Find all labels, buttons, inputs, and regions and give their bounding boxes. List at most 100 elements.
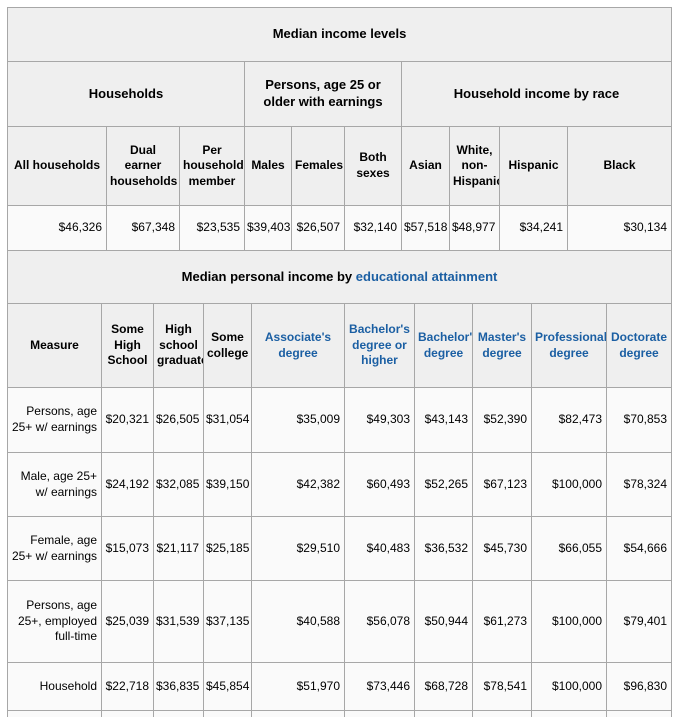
empty-cell bbox=[605, 710, 673, 717]
value-cell: $70,853 bbox=[605, 387, 673, 453]
col-header-per-household-member: Per household member bbox=[179, 126, 245, 206]
col-header-hispanic: Hispanic bbox=[499, 126, 568, 206]
value-cell: $34,241 bbox=[499, 205, 568, 251]
table1-title: Median income levels bbox=[6, 7, 673, 62]
value-cell: $82,473 bbox=[531, 387, 607, 453]
empty-cell bbox=[153, 710, 204, 717]
col-header-associates-degree: Associate's degree bbox=[251, 303, 345, 388]
value-cell: $42,382 bbox=[251, 452, 345, 517]
value-cell: $96,830 bbox=[605, 662, 673, 711]
value-cell: $15,073 bbox=[101, 516, 154, 581]
value-cell: $61,273 bbox=[472, 580, 532, 663]
table2-title-text: Median personal income by bbox=[181, 268, 356, 284]
value-cell: $73,446 bbox=[344, 662, 415, 711]
value-cell: $21,117 bbox=[153, 516, 204, 581]
value-cell: $24,192 bbox=[101, 452, 154, 517]
median-income-levels-table: Median income levels Households Persons,… bbox=[6, 7, 673, 251]
table2-title: Median personal income by educational at… bbox=[6, 250, 673, 304]
bachelors-degree-link[interactable]: Bachelor's degree bbox=[418, 329, 473, 360]
value-cell: $39,150 bbox=[203, 452, 252, 517]
associates-degree-link[interactable]: Associate's degree bbox=[264, 329, 332, 360]
value-cell: $48,977 bbox=[449, 205, 500, 251]
value-cell: $100,000 bbox=[531, 580, 607, 663]
row-label: Male, age 25+ w/ earnings bbox=[7, 452, 102, 517]
col-header-professional-degree: Professional degree bbox=[531, 303, 607, 388]
value-cell: $35,009 bbox=[251, 387, 345, 453]
value-cell: $52,390 bbox=[472, 387, 532, 453]
table-row-partial bbox=[7, 710, 673, 717]
table-row: $46,326 $67,348 $23,535 $39,403 $26,507 … bbox=[7, 205, 673, 251]
value-cell: $46,326 bbox=[7, 205, 107, 251]
row-label: Persons, age 25+, employed full-time bbox=[7, 580, 102, 663]
value-cell: $68,728 bbox=[414, 662, 473, 711]
value-cell: $100,000 bbox=[531, 452, 607, 517]
educational-attainment-link[interactable]: educational attainment bbox=[355, 268, 498, 284]
value-cell: $37,135 bbox=[203, 580, 252, 663]
value-cell: $66,055 bbox=[531, 516, 607, 581]
value-cell: $39,403 bbox=[244, 205, 292, 251]
value-cell: $78,324 bbox=[605, 452, 673, 517]
value-cell: $31,054 bbox=[203, 387, 252, 453]
col-header-females: Females bbox=[291, 126, 345, 206]
table-row: Male, age 25+ w/ earnings $24,192 $32,08… bbox=[7, 452, 673, 517]
col-header-bachelors-or-higher: Bachelor's degree or higher bbox=[344, 303, 415, 388]
value-cell: $40,483 bbox=[344, 516, 415, 581]
col-header-asian: Asian bbox=[401, 126, 450, 206]
value-cell: $25,185 bbox=[203, 516, 252, 581]
table-title-row: Median personal income by educational at… bbox=[6, 250, 673, 304]
row-label: Persons, age 25+ w/ earnings bbox=[7, 387, 102, 453]
table-row: Persons, age 25+, employed full-time $25… bbox=[7, 580, 673, 663]
column-header-row: All households Dual earner households Pe… bbox=[7, 126, 673, 206]
value-cell: $56,078 bbox=[344, 580, 415, 663]
value-cell: $60,493 bbox=[344, 452, 415, 517]
value-cell: $23,535 bbox=[179, 205, 245, 251]
col-header-bachelors-degree: Bachelor's degree bbox=[414, 303, 473, 388]
value-cell: $30,134 bbox=[566, 205, 673, 251]
empty-cell bbox=[203, 710, 252, 717]
col-header-black: Black bbox=[566, 126, 673, 206]
group-header-households: Households bbox=[7, 61, 245, 127]
value-cell: $67,348 bbox=[106, 205, 180, 251]
value-cell: $79,401 bbox=[605, 580, 673, 663]
empty-cell bbox=[531, 710, 607, 717]
col-header-males: Males bbox=[244, 126, 292, 206]
value-cell: $25,039 bbox=[101, 580, 154, 663]
value-cell: $49,303 bbox=[344, 387, 415, 453]
empty-cell bbox=[414, 710, 473, 717]
col-header-measure: Measure bbox=[7, 303, 102, 388]
value-cell: $78,541 bbox=[472, 662, 532, 711]
col-header-dual-earner-households: Dual earner households bbox=[106, 126, 180, 206]
bachelors-or-higher-link[interactable]: Bachelor's degree or higher bbox=[349, 322, 410, 368]
empty-cell bbox=[7, 710, 102, 717]
empty-cell bbox=[472, 710, 532, 717]
value-cell: $40,588 bbox=[251, 580, 345, 663]
income-by-education-table: Median personal income by educational at… bbox=[6, 250, 673, 717]
empty-cell bbox=[344, 710, 415, 717]
table-title-row: Median income levels bbox=[6, 7, 673, 62]
value-cell: $57,518 bbox=[401, 205, 450, 251]
professional-degree-link[interactable]: Professional degree bbox=[535, 329, 607, 360]
value-cell: $45,854 bbox=[203, 662, 252, 711]
col-header-white-non-hispanic: White, non-Hispanic bbox=[449, 126, 500, 206]
table-row: Female, age 25+ w/ earnings $15,073 $21,… bbox=[7, 516, 673, 581]
column-header-row: Measure Some High School High school gra… bbox=[7, 303, 673, 388]
empty-cell bbox=[251, 710, 345, 717]
col-header-high-school-graduate: High school graduate bbox=[153, 303, 204, 388]
group-header-row: Households Persons, age 25 or older with… bbox=[7, 61, 673, 127]
col-header-some-high-school: Some High School bbox=[101, 303, 154, 388]
col-header-all-households: All households bbox=[7, 126, 107, 206]
value-cell: $67,123 bbox=[472, 452, 532, 517]
col-header-doctorate-degree: Doctorate degree bbox=[605, 303, 673, 388]
value-cell: $100,000 bbox=[531, 662, 607, 711]
row-label: Household bbox=[7, 662, 102, 711]
value-cell: $52,265 bbox=[414, 452, 473, 517]
value-cell: $32,085 bbox=[153, 452, 204, 517]
masters-degree-link[interactable]: Master's degree bbox=[477, 329, 527, 360]
value-cell: $29,510 bbox=[251, 516, 345, 581]
col-header-some-college: Some college bbox=[203, 303, 252, 388]
value-cell: $22,718 bbox=[101, 662, 154, 711]
value-cell: $45,730 bbox=[472, 516, 532, 581]
doctorate-degree-link[interactable]: Doctorate degree bbox=[611, 329, 668, 360]
value-cell: $51,970 bbox=[251, 662, 345, 711]
